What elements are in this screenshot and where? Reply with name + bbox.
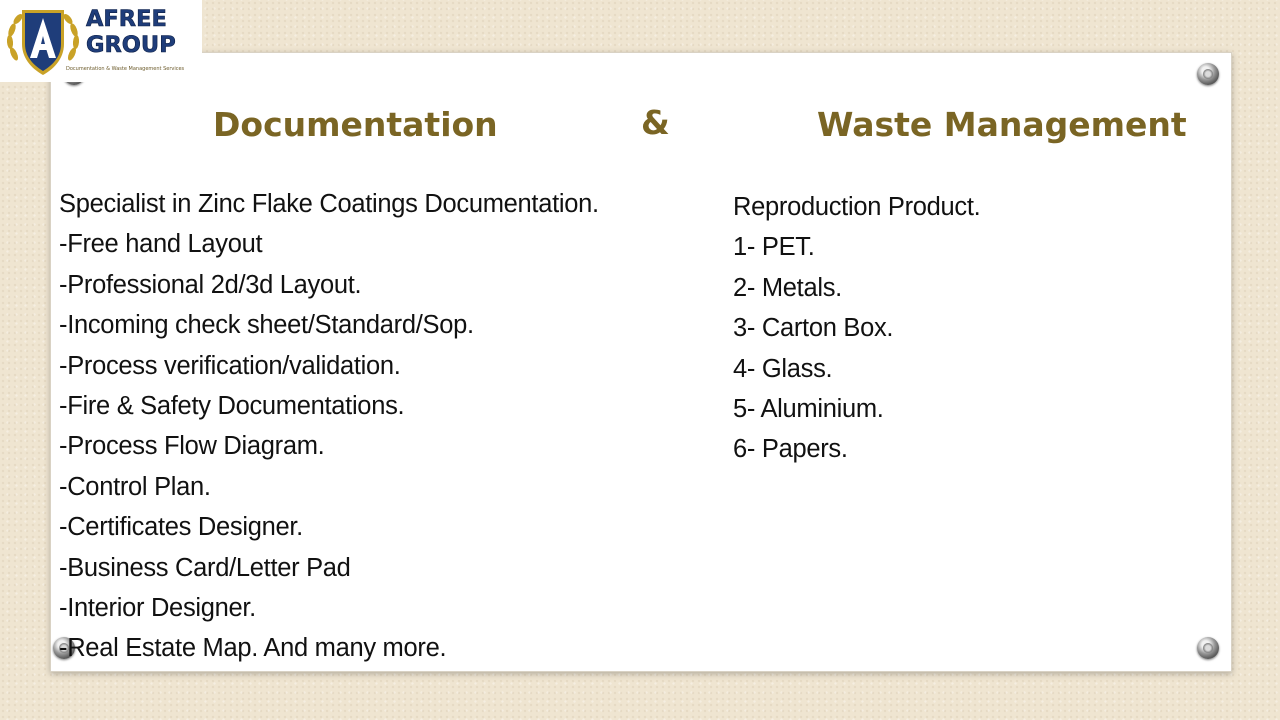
shield-emblem-icon	[6, 10, 80, 75]
list-item: -Professional 2d/3d Layout.	[59, 270, 362, 299]
list-item: -Free hand Layout	[59, 230, 263, 259]
list-item: 5- Aluminium.	[733, 394, 884, 423]
ampersand-heading: &	[641, 103, 670, 142]
list-item: 4- Glass.	[733, 354, 833, 383]
list-item: 2- Metals.	[733, 273, 842, 302]
list-item: -Interior Designer.	[59, 593, 256, 622]
list-item: -Process Flow Diagram.	[59, 432, 325, 461]
list-item: Reproduction Product.	[733, 193, 981, 221]
logo-name-line-1: AFREE	[86, 6, 167, 33]
pushpin-icon	[1197, 63, 1219, 85]
documentation-list: Specialist in Zinc Flake Coatings Docume…	[59, 184, 599, 669]
pushpin-icon	[53, 637, 75, 659]
waste-management-list: Reproduction Product. 1- PET. 2- Metals.…	[733, 187, 981, 470]
list-item: -Control Plan.	[59, 472, 211, 501]
list-item: -Real Estate Map. And many more.	[59, 634, 447, 663]
list-item: 3- Carton Box.	[733, 314, 894, 343]
logo-name-line-2: GROUP	[86, 32, 176, 59]
waste-management-heading: Waste Management	[817, 105, 1187, 144]
list-item: -Fire & Safety Documentations.	[59, 391, 405, 420]
logo-tagline: Documentation & Waste Management Service…	[66, 66, 185, 72]
pushpin-icon	[1197, 637, 1219, 659]
list-item: 6- Papers.	[733, 435, 848, 464]
list-item: 1- PET.	[733, 233, 815, 262]
list-item: Specialist in Zinc Flake Coatings Docume…	[59, 190, 599, 218]
documentation-heading: Documentation	[213, 105, 498, 144]
list-item: -Process verification/validation.	[59, 351, 401, 380]
list-item: -Incoming check sheet/Standard/Sop.	[59, 311, 474, 340]
list-item: -Business Card/Letter Pad	[59, 553, 351, 582]
list-item: -Certificates Designer.	[59, 513, 303, 542]
content-board: Documentation & Waste Management Special…	[50, 52, 1232, 672]
company-logo: AFREE GROUP Documentation & Waste Manage…	[0, 0, 202, 82]
